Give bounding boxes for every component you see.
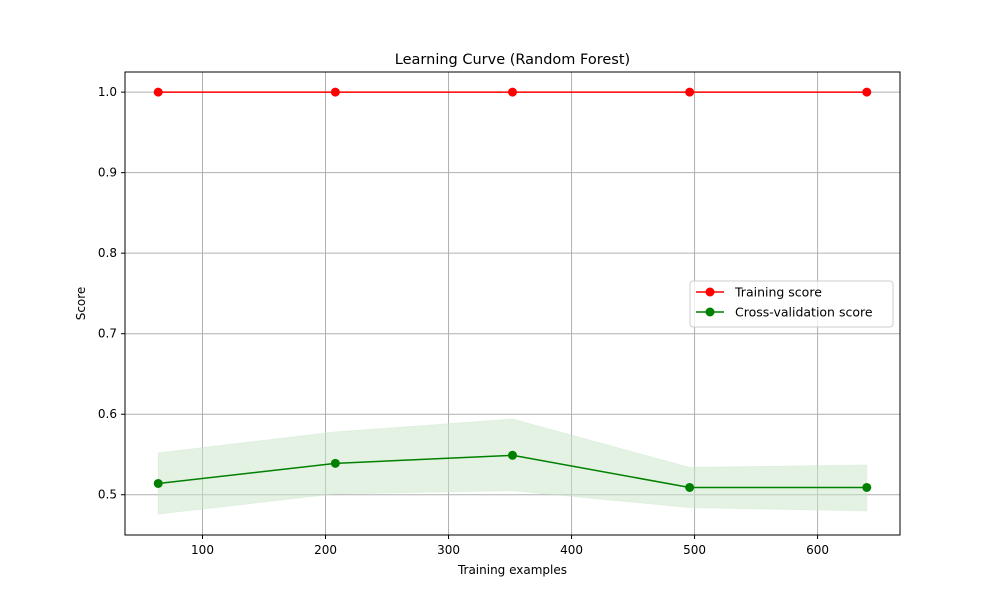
x-tick-label: 500 xyxy=(683,543,706,557)
y-tick-label: 1.0 xyxy=(98,85,117,99)
training-score-point xyxy=(862,87,872,97)
x-tick-label: 600 xyxy=(806,543,829,557)
y-tick-label: 0.9 xyxy=(98,166,117,180)
training-score-legend-label: Training score xyxy=(734,285,822,300)
x-tick-label: 300 xyxy=(437,543,460,557)
legend: Training score Cross-validation score xyxy=(689,280,894,328)
y-tick-label: 0.8 xyxy=(98,246,117,260)
cross-validation-score-point xyxy=(685,482,695,492)
cross-validation-score-point xyxy=(862,482,872,492)
x-tick-label: 400 xyxy=(560,543,583,557)
x-tick-label: 100 xyxy=(191,543,214,557)
cross-validation-score-legend-marker xyxy=(705,307,715,317)
y-tick-label: 0.6 xyxy=(98,407,117,421)
training-score-point xyxy=(330,87,340,97)
training-score-point xyxy=(508,87,517,97)
cross-validation-score-point xyxy=(508,450,517,460)
y-axis-label: Score xyxy=(74,287,88,321)
chart-title: Learning Curve (Random Forest) xyxy=(395,52,630,68)
plot-area-frame xyxy=(124,71,901,536)
cross-validation-score-point xyxy=(153,478,163,488)
cross-validation-score-point xyxy=(330,458,340,468)
series-markers xyxy=(153,87,872,492)
legend-box xyxy=(689,280,894,328)
x-axis-label: Training examples xyxy=(457,563,567,577)
x-tick-label: 200 xyxy=(314,543,337,557)
y-tick-label: 0.5 xyxy=(98,488,117,502)
axis-ticks: 100 200 300 400 500 600 0.5 0.6 0.7 0.8 0.9 1.0 xyxy=(98,85,829,557)
y-tick-label: 0.7 xyxy=(98,327,117,341)
training-score-point xyxy=(685,87,695,97)
training-score-legend-marker xyxy=(705,287,715,297)
training-score-point xyxy=(153,87,163,97)
cross-validation-score-legend-label: Cross-validation score xyxy=(735,305,873,320)
